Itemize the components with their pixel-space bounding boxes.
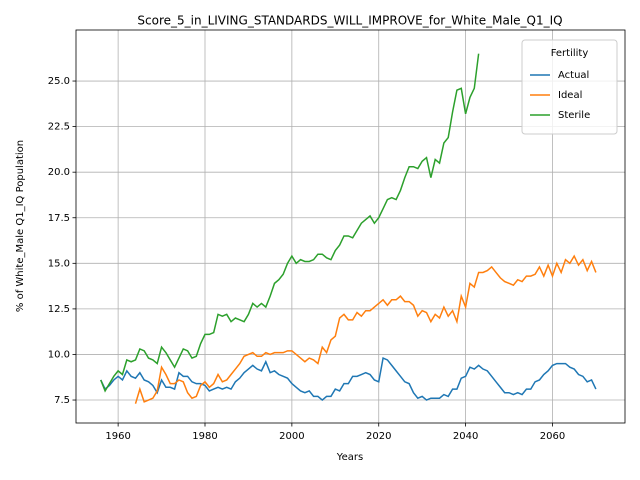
x-tick-label: 2060 (540, 431, 565, 442)
plot-frame (75, 29, 626, 424)
x-tick-label: 1980 (192, 431, 217, 442)
y-tick-label: 7.5 (54, 395, 70, 406)
legend-box (521, 39, 618, 135)
x-tick-label: 2020 (366, 431, 391, 442)
y-tick-label: 12.5 (48, 304, 70, 315)
legend-title: Fertility (551, 48, 589, 59)
series-line (100, 53, 480, 393)
legend-label: Ideal (558, 90, 582, 101)
legend: Fertility Actual Ideal Sterile (521, 39, 618, 135)
x-tick-label: 1960 (105, 431, 130, 442)
chart-title: Score_5_in_LIVING_STANDARDS_WILL_IMPROVE… (137, 14, 562, 28)
series-line (100, 357, 597, 402)
y-tick-label: 25.0 (48, 76, 70, 87)
legend-label: Sterile (558, 110, 590, 121)
y-tick-label: 10.0 (48, 349, 70, 360)
x-tick-label: 2000 (279, 431, 304, 442)
x-axis-label: Years (336, 452, 363, 463)
y-tick-label: 15.0 (48, 258, 70, 269)
x-tick-label: 2040 (453, 431, 478, 442)
y-tick-label: 22.5 (48, 122, 70, 133)
y-tick-label: 17.5 (48, 213, 70, 224)
y-tick-label: 20.0 (48, 167, 70, 178)
y-axis-label: % of White_Male Q1_IQ Population (15, 140, 26, 312)
series-line (134, 254, 597, 404)
legend-label: Actual (558, 70, 589, 81)
